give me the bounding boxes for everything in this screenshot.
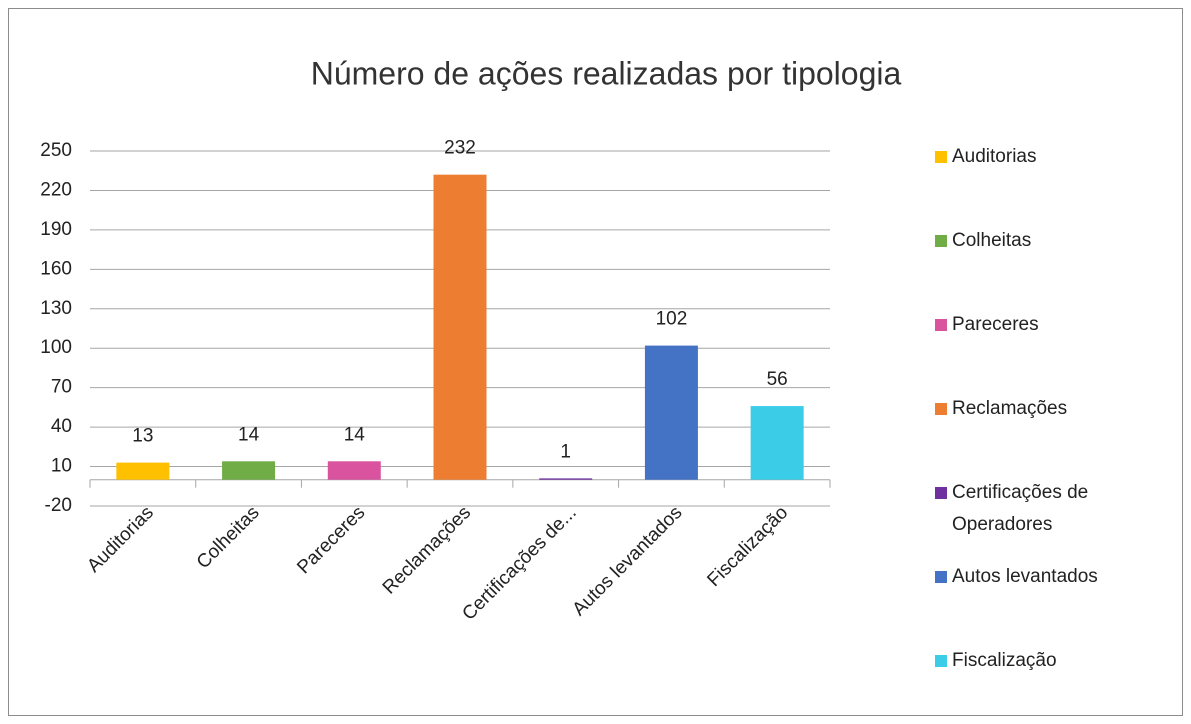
- y-tick-label: -20: [45, 495, 72, 516]
- bar: [644, 345, 698, 480]
- legend-entry: Autos levantados: [952, 566, 1098, 587]
- legend-entry: Reclamações: [952, 398, 1068, 419]
- data-label: 14: [238, 424, 260, 445]
- legend-label: Pareceres: [952, 314, 1039, 335]
- chart-border: [8, 8, 1183, 716]
- y-tick-label: 220: [40, 179, 72, 200]
- legend-swatch: [935, 403, 947, 415]
- y-tick-label: 160: [40, 258, 72, 279]
- y-tick-label: 250: [40, 140, 72, 161]
- bar: [116, 462, 170, 480]
- bar: [222, 461, 276, 480]
- legend-entry: Auditorias: [952, 146, 1037, 167]
- data-label: 1: [560, 441, 571, 462]
- legend-label: Autos levantados: [952, 566, 1098, 587]
- legend-swatch: [935, 151, 947, 163]
- legend-swatch: [935, 655, 947, 667]
- bar: [433, 174, 487, 480]
- y-tick-label: 100: [40, 337, 72, 358]
- legend-entry: Colheitas: [952, 230, 1032, 251]
- y-tick-label: 130: [40, 298, 72, 319]
- legend-entry: Fiscalização: [952, 650, 1057, 671]
- y-tick-label: 190: [40, 219, 72, 240]
- y-tick-label: 70: [51, 377, 72, 398]
- legend-entry: Certificações de Operadores: [952, 482, 1089, 535]
- data-label: 14: [344, 424, 366, 445]
- legend-label: Colheitas: [952, 230, 1032, 251]
- data-label: 102: [656, 309, 688, 330]
- legend-label: Fiscalização: [952, 650, 1057, 671]
- legend-swatch: [935, 235, 947, 247]
- legend-swatch: [935, 571, 947, 583]
- bar: [327, 461, 381, 480]
- chart-title: Número de ações realizadas por tipologia: [311, 55, 902, 91]
- data-label: 13: [132, 426, 153, 447]
- legend-swatch: [935, 487, 947, 499]
- legend-swatch: [935, 319, 947, 331]
- legend-label: Reclamações: [952, 398, 1068, 419]
- bar: [750, 406, 804, 480]
- legend-entry: Pareceres: [952, 314, 1039, 335]
- legend-label: Auditorias: [952, 146, 1037, 167]
- data-label: 56: [767, 369, 788, 390]
- data-label: 232: [444, 138, 476, 159]
- bar: [539, 478, 593, 480]
- legend-label: Certificações de Operadores: [952, 482, 1089, 535]
- y-tick-label: 10: [51, 456, 72, 477]
- y-tick-label: 40: [51, 416, 72, 437]
